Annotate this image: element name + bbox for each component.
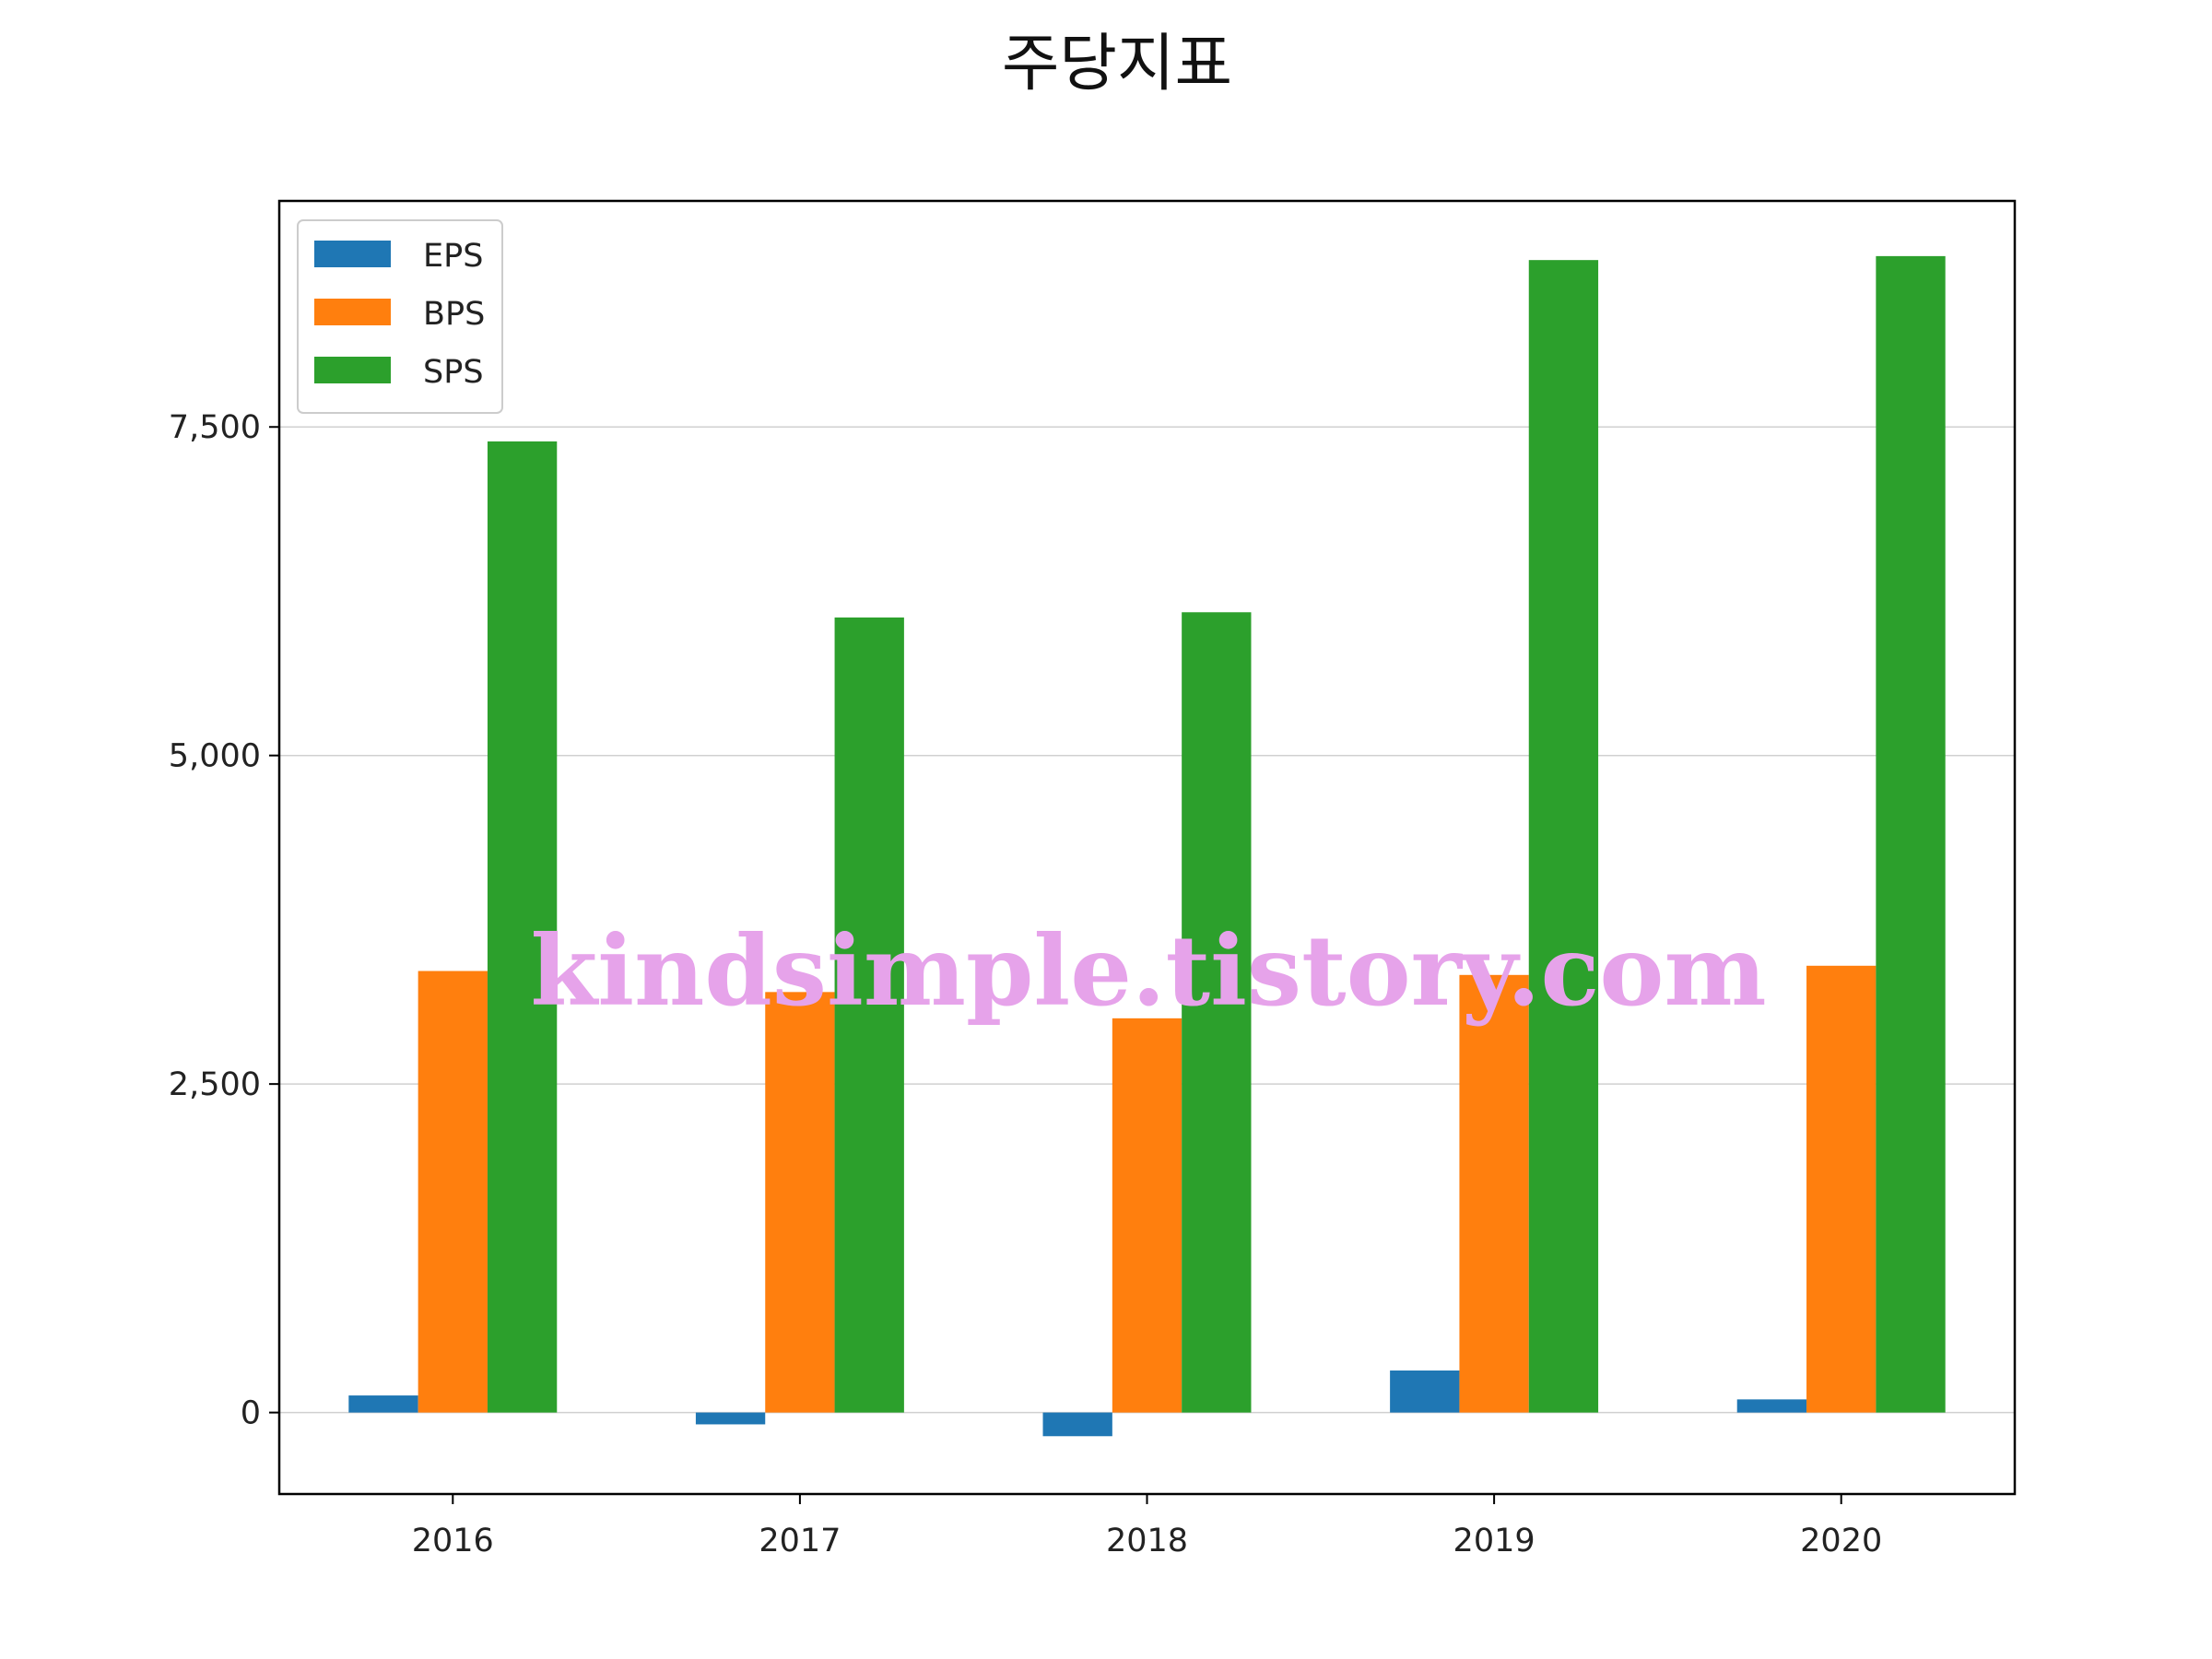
bar-eps-2018 [1042,1412,1112,1437]
watermark-text: kindsimple.tistory.com [530,913,1766,1028]
y-axis: 0 2,500 5,000 7,500 [169,409,279,1432]
bar-eps-2020 [1736,1399,1807,1413]
legend-label-bps: BPS [423,296,485,333]
legend-swatch-eps [314,241,391,267]
bar-sps-2016 [487,441,558,1413]
bar-bps-2017 [765,992,835,1413]
bar-sps-2017 [834,617,904,1413]
bar-eps-2016 [348,1395,418,1413]
legend[interactable]: EPS BPS SPS [297,219,503,414]
bar-bps-2018 [1112,1018,1182,1413]
x-tick-label: 2018 [1106,1523,1188,1559]
y-tick-label: 7,500 [169,409,261,446]
x-axis: 2016 2017 2018 2019 2020 [412,1494,1882,1559]
bar-eps-2019 [1390,1370,1460,1413]
bar-bps-2016 [418,971,488,1413]
legend-label-sps: SPS [423,354,484,391]
y-tick-label: 2,500 [169,1066,261,1103]
chart-title: 주당지표 [1002,28,1232,100]
x-tick-label: 2020 [1800,1523,1882,1559]
legend-swatch-sps [314,357,391,383]
bar-bps-2019 [1459,974,1529,1413]
y-tick-label: 0 [241,1395,261,1432]
bar-sps-2019 [1528,260,1599,1413]
x-tick-label: 2016 [412,1523,494,1559]
legend-swatch-bps [314,299,391,325]
x-tick-label: 2017 [759,1523,841,1559]
bars [348,255,1946,1437]
bar-sps-2018 [1182,612,1252,1413]
x-tick-label: 2019 [1453,1523,1535,1559]
bar-sps-2020 [1876,255,1946,1413]
bar-bps-2020 [1806,965,1877,1413]
legend-label-eps: EPS [423,238,483,275]
y-tick-label: 5,000 [169,738,261,775]
bar-eps-2017 [695,1412,766,1425]
